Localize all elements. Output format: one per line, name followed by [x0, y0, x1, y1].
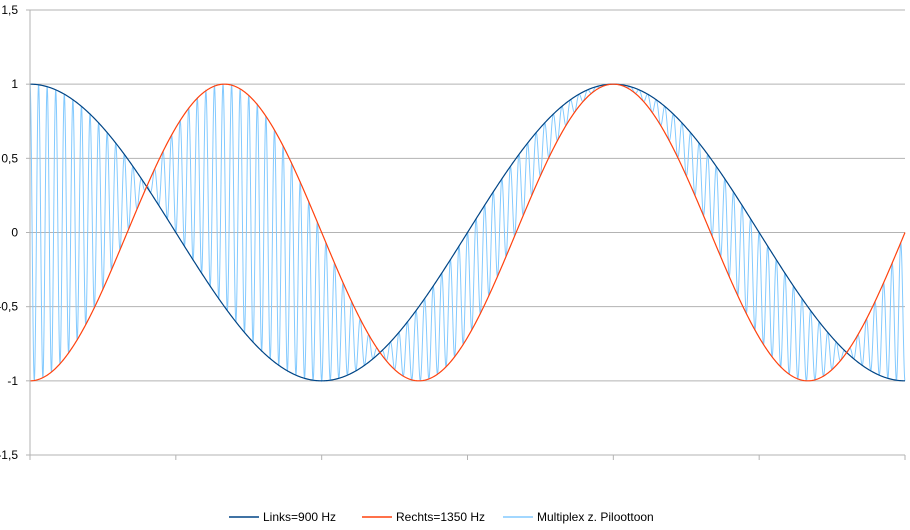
y-tick-label: 1: [11, 77, 18, 91]
y-tick-label: 0: [11, 226, 18, 240]
axis-layer: 1,5 1 0,5 0 -0,5 -1 -1,5: [0, 3, 906, 462]
y-tick-label: 0,5: [1, 151, 18, 165]
series-line-rechts: [29, 83, 906, 382]
legend-label-2: Multiplex z. Piloottoon: [537, 510, 654, 524]
series-rechts: [29, 83, 906, 382]
y-tick-label: -0,5: [0, 300, 18, 314]
legend: Links=900 Hz Rechts=1350 Hz Multiplex z. P…: [229, 510, 654, 524]
series-links: [30, 83, 905, 382]
legend-label-0: Links=900 Hz: [263, 510, 336, 524]
legend-label-1: Rechts=1350 Hz: [396, 510, 485, 524]
y-tick-label: -1,5: [0, 448, 18, 462]
series-line-links: [30, 83, 905, 382]
y-tick-label: 1,5: [1, 3, 18, 17]
y-tick-label: -1: [7, 374, 18, 388]
